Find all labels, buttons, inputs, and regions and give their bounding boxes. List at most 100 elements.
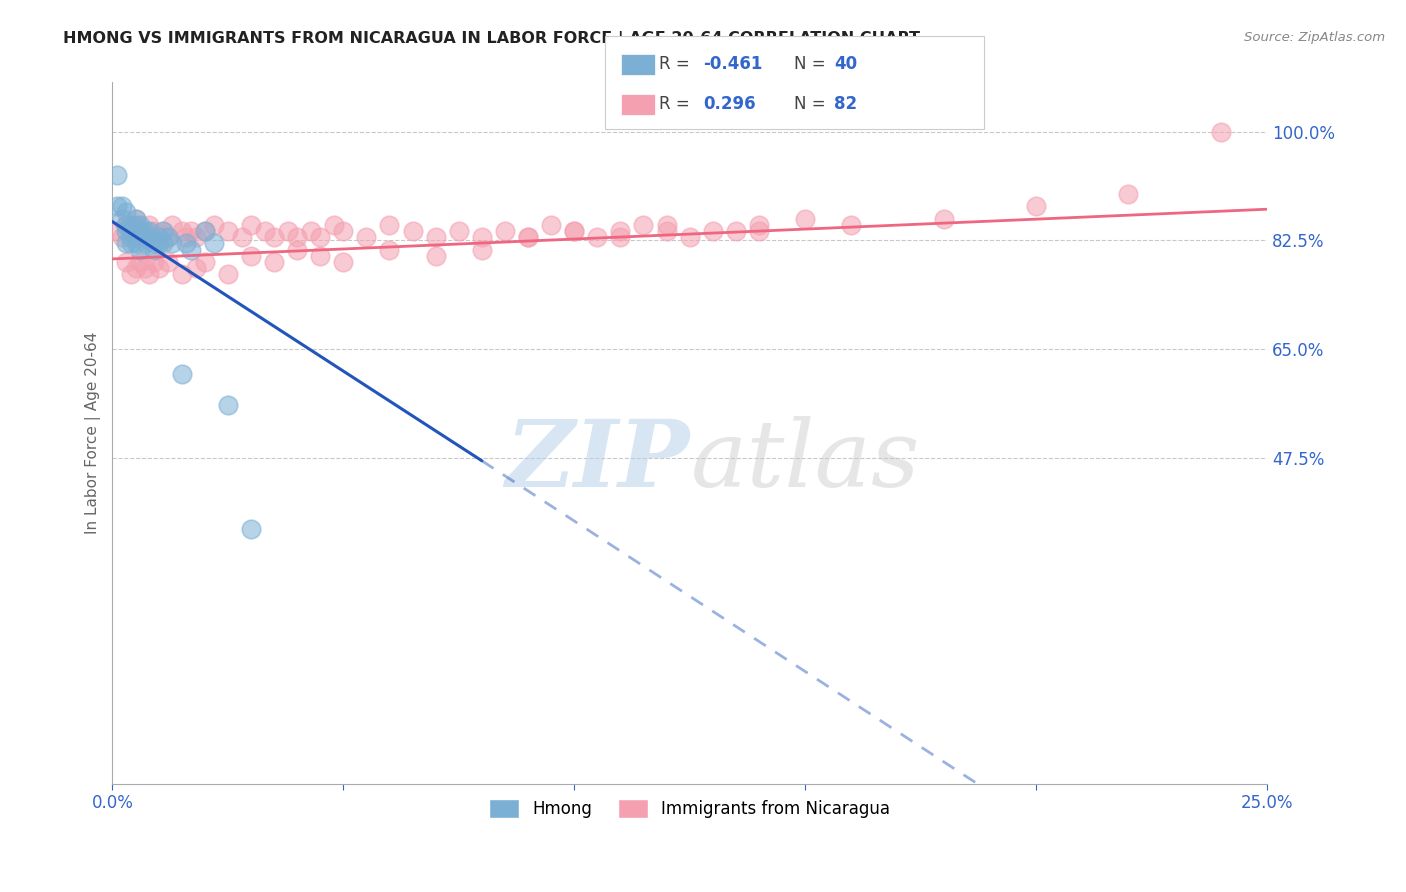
Point — [471, 230, 494, 244]
Point — [143, 236, 166, 251]
Point — [401, 224, 423, 238]
Text: 82: 82 — [834, 95, 856, 113]
Point — [156, 230, 179, 244]
Point — [111, 199, 134, 213]
Point — [184, 230, 207, 244]
Point — [162, 218, 184, 232]
Point — [124, 224, 146, 238]
Y-axis label: In Labor Force | Age 20-64: In Labor Force | Age 20-64 — [86, 332, 101, 534]
Point — [134, 230, 156, 244]
Point — [184, 261, 207, 276]
Point — [217, 398, 239, 412]
Point — [239, 522, 262, 536]
Point — [748, 218, 770, 232]
Point — [111, 211, 134, 226]
Point — [138, 218, 160, 232]
Point — [115, 255, 138, 269]
Point — [129, 255, 152, 269]
Point — [124, 218, 146, 232]
Point — [143, 255, 166, 269]
Point — [323, 218, 346, 232]
Point — [679, 230, 702, 244]
Point — [494, 224, 516, 238]
Point — [562, 224, 585, 238]
Point — [425, 230, 447, 244]
Point — [105, 168, 128, 182]
Point — [378, 218, 401, 232]
Point — [263, 230, 285, 244]
Point — [277, 224, 299, 238]
Point — [655, 218, 678, 232]
Point — [148, 236, 170, 251]
Point — [134, 236, 156, 251]
Text: Source: ZipAtlas.com: Source: ZipAtlas.com — [1244, 31, 1385, 45]
Point — [202, 236, 225, 251]
Point — [309, 230, 332, 244]
Point — [356, 230, 378, 244]
Point — [148, 261, 170, 276]
Text: 0.296: 0.296 — [703, 95, 755, 113]
Point — [655, 224, 678, 238]
Point — [378, 243, 401, 257]
Point — [129, 224, 152, 238]
Text: 40: 40 — [834, 55, 856, 73]
Point — [194, 224, 217, 238]
Point — [562, 224, 585, 238]
Point — [332, 224, 354, 238]
Point — [156, 230, 179, 244]
Point — [299, 224, 322, 238]
Point — [1118, 186, 1140, 201]
Point — [702, 224, 724, 238]
Text: R =: R = — [659, 55, 696, 73]
Point — [120, 224, 142, 238]
Point — [217, 268, 239, 282]
Point — [1025, 199, 1047, 213]
Point — [124, 230, 146, 244]
Text: -0.461: -0.461 — [703, 55, 762, 73]
Point — [115, 236, 138, 251]
Point — [115, 218, 138, 232]
Point — [124, 211, 146, 226]
Point — [724, 224, 747, 238]
Point — [540, 218, 562, 232]
Point — [143, 224, 166, 238]
Point — [129, 224, 152, 238]
Point — [180, 243, 202, 257]
Point — [194, 255, 217, 269]
Point — [239, 249, 262, 263]
Point — [609, 224, 631, 238]
Point — [231, 230, 253, 244]
Point — [134, 224, 156, 238]
Point — [932, 211, 955, 226]
Point — [162, 236, 184, 251]
Text: HMONG VS IMMIGRANTS FROM NICARAGUA IN LABOR FORCE | AGE 20-64 CORRELATION CHART: HMONG VS IMMIGRANTS FROM NICARAGUA IN LA… — [63, 31, 921, 47]
Point — [120, 230, 142, 244]
Point — [586, 230, 609, 244]
Point — [180, 224, 202, 238]
Text: N =: N = — [794, 55, 831, 73]
Point — [138, 268, 160, 282]
Point — [120, 218, 142, 232]
Point — [263, 255, 285, 269]
Text: R =: R = — [659, 95, 696, 113]
Point — [129, 230, 152, 244]
Point — [794, 211, 817, 226]
Point — [105, 199, 128, 213]
Point — [115, 205, 138, 219]
Point — [170, 224, 193, 238]
Point — [143, 243, 166, 257]
Point — [115, 218, 138, 232]
Point — [239, 218, 262, 232]
Point — [124, 211, 146, 226]
Point — [170, 367, 193, 381]
Point — [633, 218, 655, 232]
Point — [124, 236, 146, 251]
Point — [120, 268, 142, 282]
Point — [120, 236, 142, 251]
Legend: Hmong, Immigrants from Nicaragua: Hmong, Immigrants from Nicaragua — [482, 792, 897, 824]
Text: atlas: atlas — [690, 416, 920, 506]
Point — [152, 236, 174, 251]
Point — [129, 243, 152, 257]
Point — [134, 230, 156, 244]
Point — [105, 224, 128, 238]
